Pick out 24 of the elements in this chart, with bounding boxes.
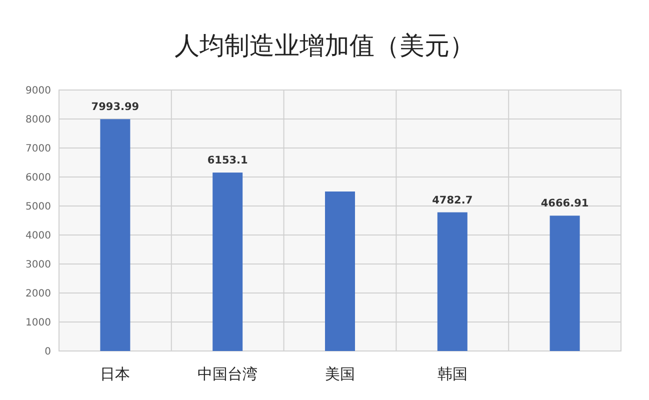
data-label: 4666.91: [540, 198, 589, 210]
bar: [550, 216, 580, 351]
x-tick-label: 中国台湾: [198, 365, 258, 383]
y-tick-label: 8000: [26, 114, 51, 126]
y-tick-label: 4000: [26, 230, 51, 242]
y-tick-label: 9000: [26, 86, 51, 96]
data-label: 7993.99: [91, 101, 140, 114]
bar: [325, 192, 355, 351]
chart-title: 人均制造业增加值（美元）: [174, 31, 474, 60]
bar: [212, 172, 243, 351]
y-tick-label: 5000: [26, 202, 51, 212]
y-tick-label: 3000: [26, 260, 51, 270]
bar: [437, 212, 468, 351]
data-label: 6153.1: [207, 154, 248, 167]
x-tick-label: 美国: [325, 365, 355, 383]
bar: [100, 119, 130, 351]
y-tick-label: 1000: [26, 318, 51, 328]
y-tick-label: 7000: [26, 144, 51, 154]
x-tick-label: 日本: [100, 365, 130, 383]
x-tick-label: 韩国: [437, 365, 468, 383]
data-label: 4782.7: [432, 194, 473, 206]
y-tick-label: 2000: [26, 288, 51, 300]
y-tick-label: 0: [44, 346, 51, 358]
y-tick-label: 6000: [26, 172, 51, 184]
